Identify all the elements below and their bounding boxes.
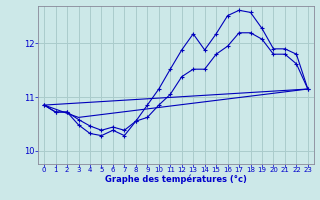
X-axis label: Graphe des températures (°c): Graphe des températures (°c) bbox=[105, 175, 247, 184]
